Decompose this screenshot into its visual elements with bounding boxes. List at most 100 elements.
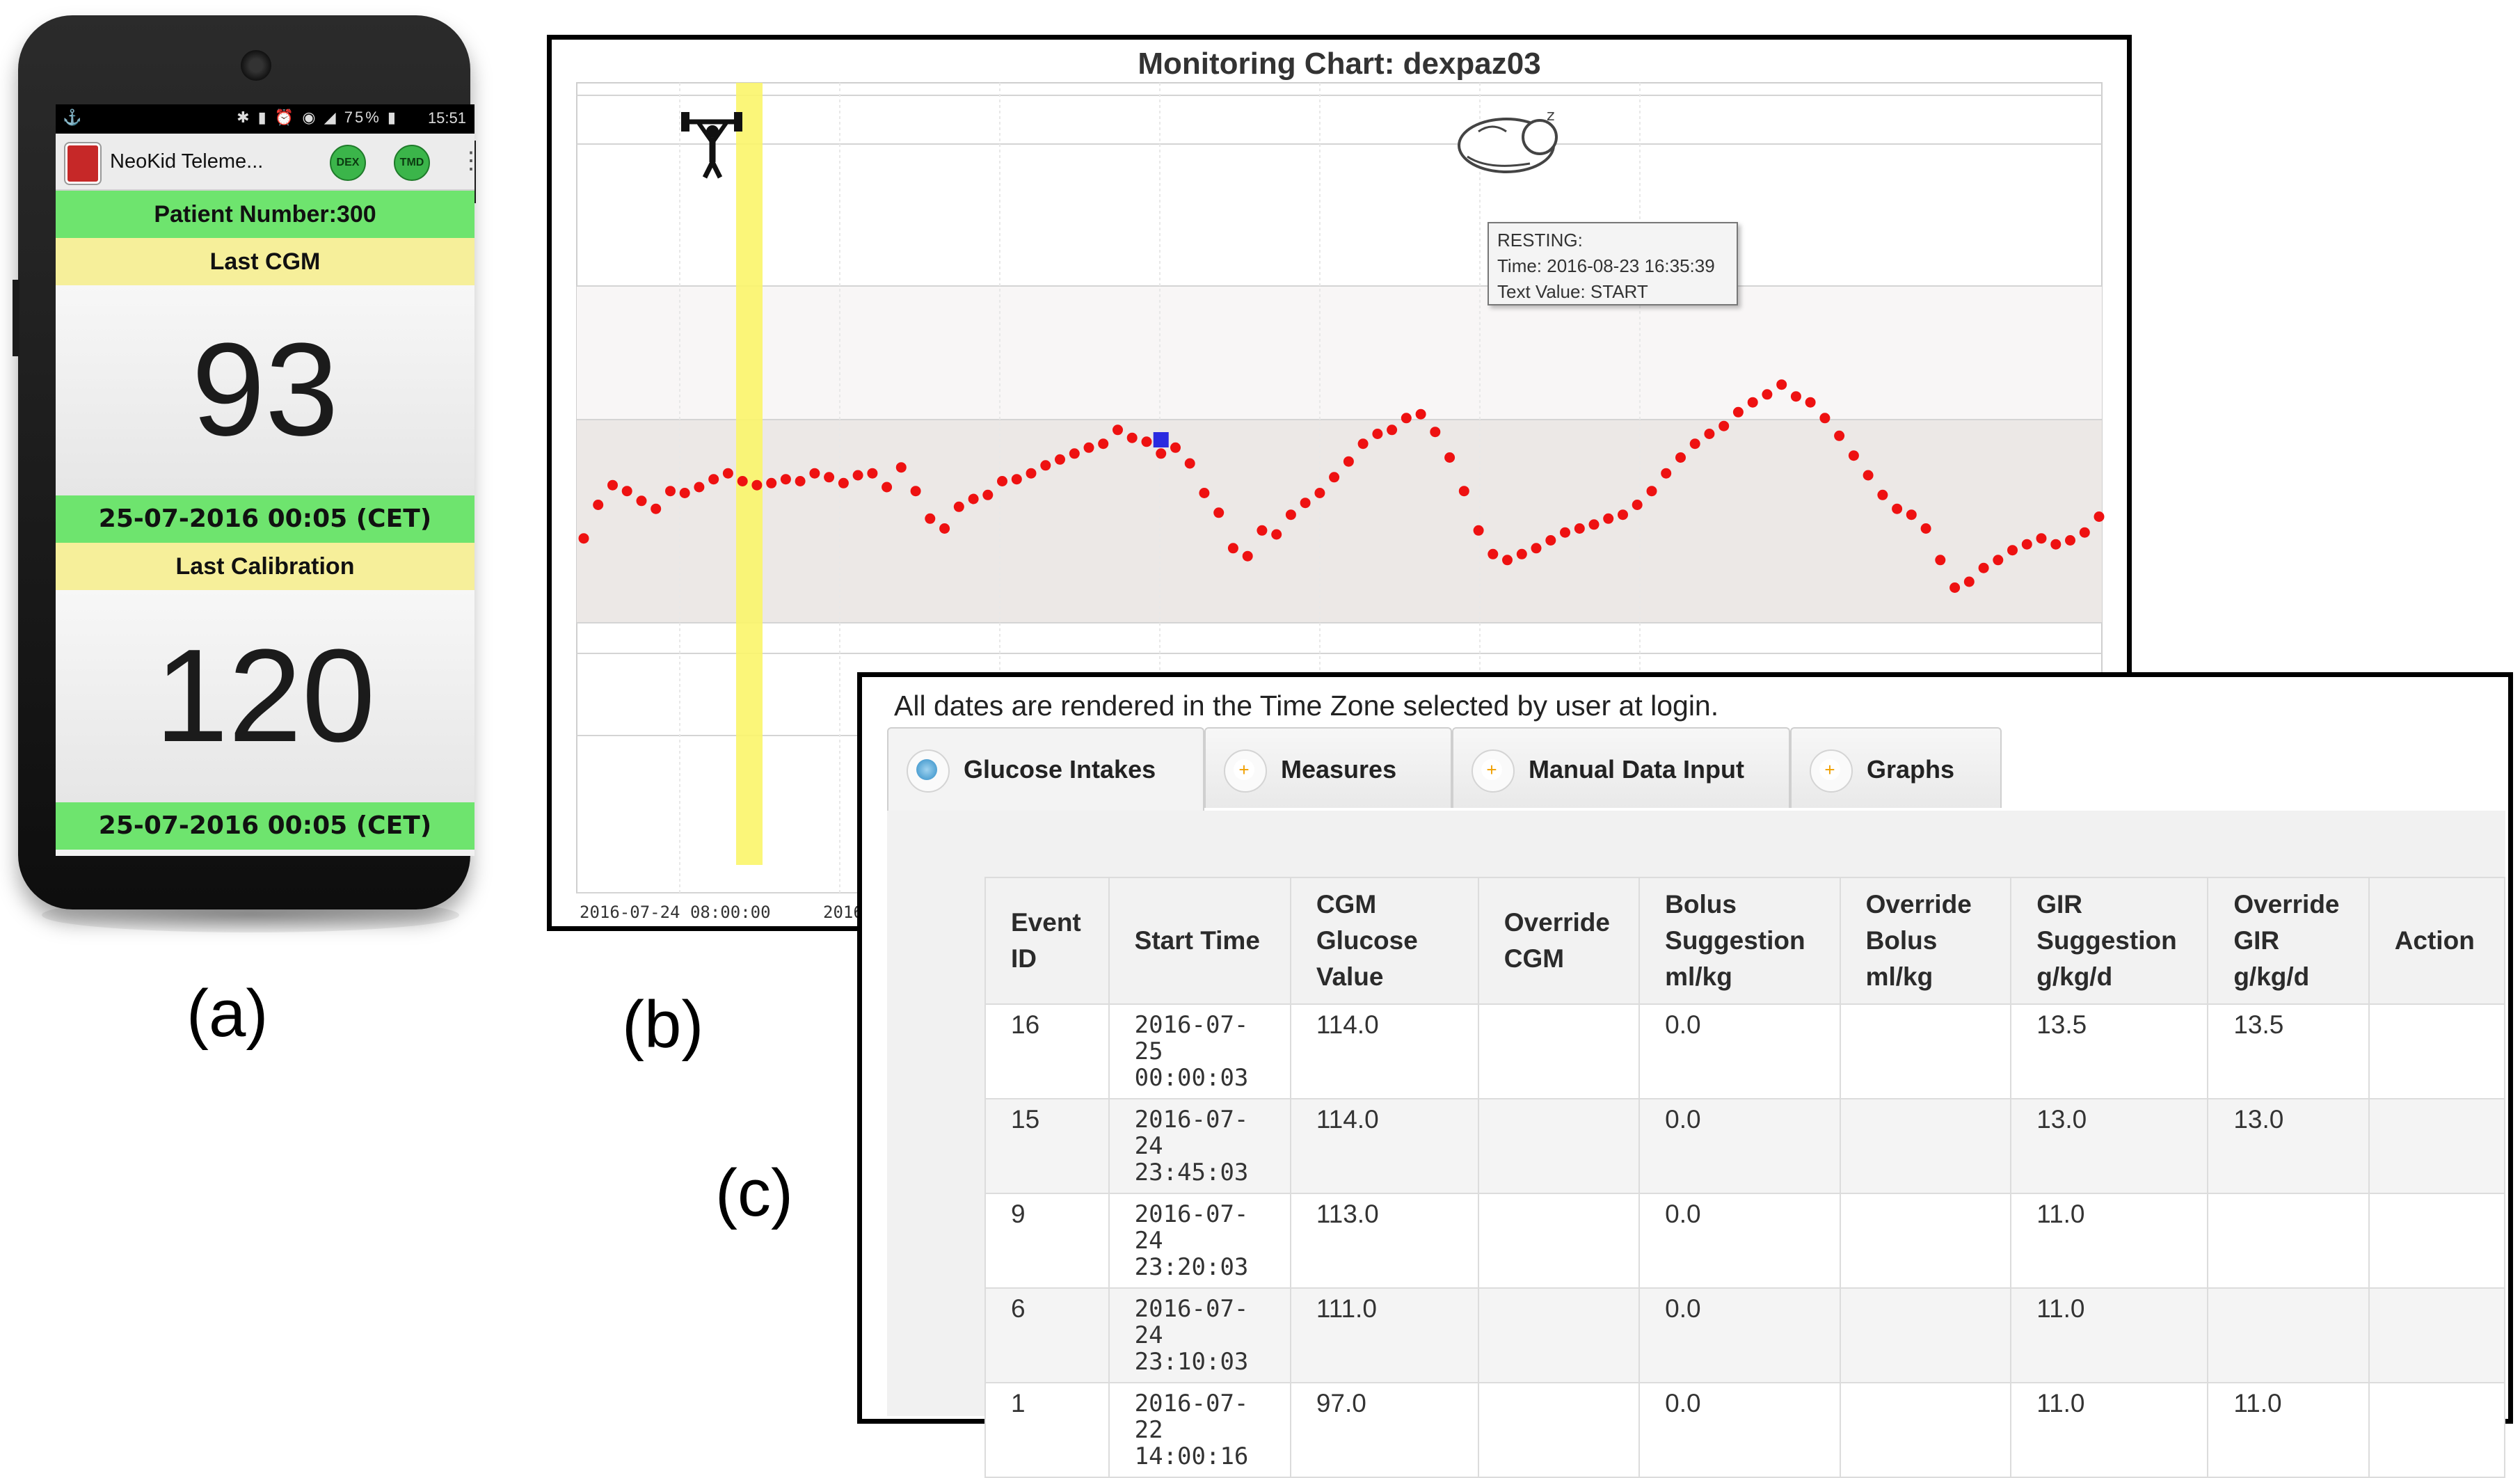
override-cgm: [1477, 1382, 1641, 1478]
start-time: 2016-07-24 23:45:03: [1108, 1098, 1291, 1194]
caption-b: (b): [622, 987, 704, 1062]
glucose-point: [621, 486, 632, 497]
table-row[interactable]: 6 2016-07-24 23:10:03 111.0 0.0 11.0: [984, 1287, 2506, 1383]
tmd-button[interactable]: TMD: [394, 145, 430, 181]
glucose-point: [1963, 576, 1975, 587]
cgm-value: 97.0: [1289, 1382, 1479, 1478]
col-override-gir[interactable]: Override GIR g/kg/d: [2207, 877, 2370, 1005]
gir-suggestion: 11.0: [2010, 1193, 2209, 1289]
glucose-point: [982, 489, 994, 500]
last-cgm-label: Last CGM: [56, 238, 475, 285]
tab-label: Manual Data Input: [1529, 755, 1745, 784]
x-tick-label: 2016-07-24 08:00:00: [580, 903, 771, 922]
action-cell[interactable]: [2368, 1287, 2506, 1383]
glucose-point: [1805, 397, 1816, 408]
glucose-point: [1098, 438, 1109, 450]
glucose-point: [1574, 523, 1585, 534]
status-bar: ⚓ ✱ ▮ ⏰ ◉ ◢ 75% ▮ 15:51: [56, 104, 475, 134]
glucose-point: [1473, 525, 1484, 536]
override-gir: [2207, 1287, 2370, 1383]
last-calibration-time: 25-07-2016 00:05 (CET): [56, 802, 475, 850]
usb-icon: ⚓: [63, 109, 82, 126]
glucose-point: [1285, 509, 1296, 521]
glucose-point: [2094, 511, 2105, 522]
tooltip-line-3: Text Value: START: [1497, 281, 1648, 302]
glucose-point: [1603, 513, 1614, 524]
glucose-point: [1040, 460, 1051, 471]
col-action[interactable]: Action: [2368, 877, 2506, 1005]
event-id: 1: [984, 1382, 1110, 1478]
last-cgm-value: 93: [56, 285, 475, 495]
glucose-point: [1415, 408, 1426, 420]
patient-number: Patient Number:300: [56, 191, 475, 238]
action-cell[interactable]: [2368, 1193, 2506, 1289]
tab-manual-data-input[interactable]: + Manual Data Input: [1452, 727, 1790, 808]
glucose-point: [1213, 507, 1225, 518]
glucose-point: [1675, 452, 1686, 463]
plus-icon: +: [1224, 749, 1267, 793]
glucose-point: [1920, 523, 1931, 534]
calibration-marker: [1153, 432, 1169, 447]
col-event-id[interactable]: Event ID: [984, 877, 1110, 1005]
glucose-point: [2021, 539, 2032, 550]
glucose-point: [593, 500, 604, 510]
dex-button[interactable]: DEX: [330, 145, 366, 181]
glucose-point: [1430, 427, 1441, 438]
override-cgm: [1477, 1003, 1641, 1099]
status-icons: ✱ ▮ ⏰ ◉ ◢ 75% ▮: [237, 109, 398, 126]
front-camera: [241, 50, 271, 81]
gir-suggestion: 11.0: [2010, 1287, 2209, 1383]
glucose-point: [1227, 543, 1238, 554]
col-bolus-suggestion[interactable]: Bolus Suggestion ml/kg: [1638, 877, 1841, 1005]
glucose-point: [953, 501, 964, 512]
tooltip-line-2: Time: 2016-08-23 16:35:39: [1497, 255, 1715, 276]
glucose-point: [910, 486, 921, 497]
tab-glucose-intakes[interactable]: Glucose Intakes: [887, 727, 1204, 811]
glucose-point: [852, 470, 863, 481]
glucose-point: [1502, 555, 1513, 566]
glucose-point: [1732, 406, 1744, 418]
glucose-point: [1055, 454, 1065, 465]
col-override-cgm[interactable]: Override CGM: [1477, 877, 1641, 1005]
tab-measures[interactable]: + Measures: [1204, 727, 1452, 808]
app-title: NeoKid Teleme...: [110, 150, 264, 173]
col-override-bolus[interactable]: Override Bolus ml/kg: [1839, 877, 2012, 1005]
table-row[interactable]: 1 2016-07-22 14:00:16 97.0 0.0 11.0 11.0: [984, 1382, 2506, 1478]
glucose-point: [1661, 468, 1672, 479]
glucose-point: [2079, 527, 2090, 538]
glucose-point: [1892, 503, 1903, 514]
table-row[interactable]: 16 2016-07-25 00:00:03 114.0 0.0 13.5 13.5: [984, 1003, 2506, 1099]
glucose-point: [1776, 379, 1787, 390]
start-time: 2016-07-24 23:10:03: [1108, 1287, 1291, 1383]
glucose-point: [1083, 442, 1094, 453]
glucose-point: [1978, 562, 1989, 573]
table-row[interactable]: 15 2016-07-24 23:45:03 114.0 0.0 13.0 13.0: [984, 1098, 2506, 1194]
phone-screen: ⚓ ✱ ▮ ⏰ ◉ ◢ 75% ▮ 15:51 NeoKid Teleme...…: [56, 104, 475, 856]
overflow-menu-icon[interactable]: ⋮: [459, 148, 475, 174]
glucose-point: [1314, 488, 1325, 498]
glucose-point: [1993, 555, 2004, 566]
action-cell[interactable]: [2368, 1382, 2506, 1478]
event-id: 15: [984, 1098, 1110, 1194]
glucose-point: [1401, 413, 1412, 424]
event-id: 6: [984, 1287, 1110, 1383]
glucose-point: [1689, 438, 1700, 450]
battery-level: 75%: [344, 109, 381, 126]
timezone-note: All dates are rendered in the Time Zone …: [894, 690, 1719, 722]
glucose-point: [1141, 436, 1152, 447]
col-gir-suggestion[interactable]: GIR Suggestion g/kg/d: [2010, 877, 2209, 1005]
glucose-point: [1113, 424, 1123, 436]
glucose-point: [1819, 413, 1831, 424]
col-start-time[interactable]: Start Time: [1108, 877, 1291, 1005]
gir-suggestion: 13.0: [2010, 1098, 2209, 1194]
glucose-point: [838, 477, 849, 488]
col-cgm-glucose-value[interactable]: CGM Glucose Value: [1289, 877, 1479, 1005]
tab-graphs[interactable]: + Graphs: [1790, 727, 2002, 808]
cgm-value: 114.0: [1289, 1003, 1479, 1099]
glucose-point: [939, 523, 950, 534]
table-header-row: Event ID Start Time CGM Glucose Value Overr…: [984, 877, 2506, 1005]
action-cell[interactable]: [2368, 1098, 2506, 1194]
table-row[interactable]: 9 2016-07-24 23:20:03 113.0 0.0 11.0: [984, 1193, 2506, 1289]
target-range-band: [577, 420, 2102, 623]
action-cell[interactable]: [2368, 1003, 2506, 1099]
